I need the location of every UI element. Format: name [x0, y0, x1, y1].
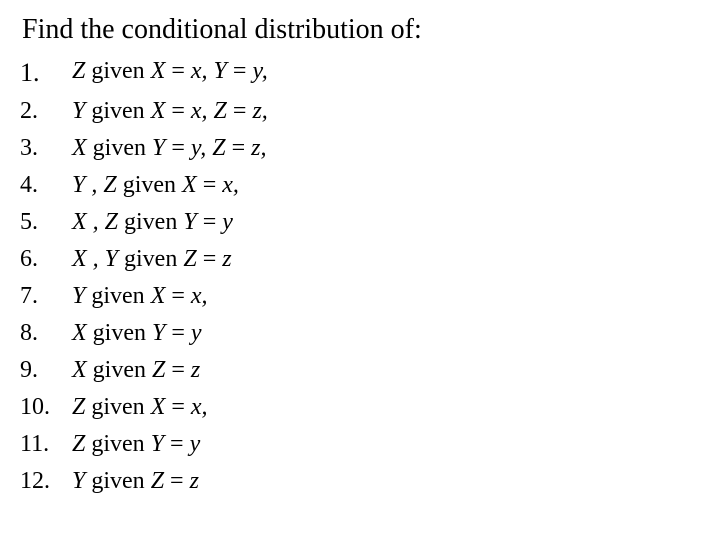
text-fragment: =	[165, 357, 191, 383]
text-fragment: =	[197, 172, 223, 198]
text-fragment: y	[191, 320, 202, 346]
text-fragment: given	[85, 431, 150, 457]
text-fragment: given	[85, 98, 150, 124]
page-heading: Find the conditional distribution of:	[22, 14, 702, 46]
text-fragment: =	[226, 135, 252, 161]
text-fragment: Y	[72, 98, 85, 124]
list-number: 8.	[20, 320, 72, 347]
text-fragment: X	[151, 283, 166, 309]
list-item: Y given Z = z	[72, 468, 702, 495]
list-item: X , Y given Z = z	[72, 246, 702, 273]
list-item: X given Y = y	[72, 320, 702, 347]
list-number: 4.	[20, 172, 72, 199]
text-fragment: =	[165, 135, 191, 161]
text-fragment: Z	[72, 431, 85, 457]
text-fragment: =	[227, 58, 253, 84]
text-fragment: =	[165, 394, 191, 420]
list-item: Z given X = x, Y = y,	[72, 58, 702, 88]
text-fragment: =	[165, 58, 191, 84]
text-fragment: =	[164, 431, 190, 457]
text-fragment: given	[91, 283, 150, 309]
text-fragment: z	[191, 357, 200, 383]
text-fragment: X , Y	[72, 246, 118, 272]
list-number: 7.	[20, 283, 72, 310]
text-fragment: X	[151, 394, 166, 420]
list-item: X given Z = z	[72, 357, 702, 384]
text-fragment: Y	[152, 135, 165, 161]
text-fragment: given	[118, 209, 183, 235]
text-fragment: x, Z	[191, 98, 227, 124]
list-number: 11.	[20, 431, 72, 458]
text-fragment: =	[197, 209, 223, 235]
list-number: 6.	[20, 246, 72, 273]
text-fragment: given	[85, 468, 150, 494]
text-fragment: Z	[151, 468, 164, 494]
text-fragment: =	[197, 246, 223, 272]
text-fragment: X	[72, 357, 87, 383]
text-fragment: x,	[222, 172, 239, 198]
text-fragment: X , Z	[72, 209, 118, 235]
list-item: X given Y = y, Z = z,	[72, 135, 702, 162]
text-fragment: x, Y	[191, 58, 227, 84]
text-fragment: x,	[191, 283, 208, 309]
text-fragment: Z	[72, 58, 85, 84]
text-fragment: z,	[251, 135, 266, 161]
list-item: Z given Y = y	[72, 431, 702, 458]
text-fragment: x,	[191, 394, 208, 420]
text-fragment: given	[87, 357, 152, 383]
text-fragment: z,	[252, 98, 267, 124]
text-fragment: given	[85, 394, 150, 420]
text-fragment: y,	[252, 58, 267, 84]
list-number: 5.	[20, 209, 72, 236]
items-list: 1.Z given X = x, Y = y,2.Y given X = x, …	[20, 58, 702, 495]
text-fragment: Z	[72, 394, 85, 420]
list-number: 12.	[20, 468, 72, 495]
text-fragment: y	[190, 431, 201, 457]
list-item: X , Z given Y = y	[72, 209, 702, 236]
text-fragment: z	[190, 468, 199, 494]
document-page: Find the conditional distribution of: 1.…	[0, 0, 720, 509]
text-fragment: =	[165, 98, 191, 124]
list-number: 1.	[20, 58, 72, 88]
text-fragment: y, Z	[191, 135, 226, 161]
text-fragment: given	[87, 320, 152, 346]
text-fragment: Y	[72, 468, 85, 494]
text-fragment: =	[165, 283, 191, 309]
text-fragment: given	[118, 246, 183, 272]
text-fragment: X	[151, 58, 166, 84]
text-fragment: =	[164, 468, 190, 494]
text-fragment: =	[227, 98, 253, 124]
text-fragment: Y	[72, 283, 91, 309]
list-item: Y given X = x,	[72, 283, 702, 310]
list-number: 3.	[20, 135, 72, 162]
text-fragment: X	[72, 135, 87, 161]
list-number: 2.	[20, 98, 72, 125]
text-fragment: Y	[152, 320, 165, 346]
text-fragment: Z	[152, 357, 165, 383]
text-fragment: given	[117, 172, 182, 198]
text-fragment: X	[182, 172, 197, 198]
list-item: Y , Z given X = x,	[72, 172, 702, 199]
text-fragment: Y	[183, 209, 196, 235]
text-fragment: Y , Z	[72, 172, 117, 198]
text-fragment: =	[165, 320, 191, 346]
text-fragment: X	[72, 320, 87, 346]
text-fragment: given	[87, 135, 152, 161]
list-number: 10.	[20, 394, 72, 421]
list-item: Z given X = x,	[72, 394, 702, 421]
text-fragment: Z	[183, 246, 196, 272]
text-fragment: given	[85, 58, 150, 84]
list-item: Y given X = x, Z = z,	[72, 98, 702, 125]
text-fragment: y	[222, 209, 233, 235]
text-fragment: z	[222, 246, 231, 272]
list-number: 9.	[20, 357, 72, 384]
text-fragment: Y	[151, 431, 164, 457]
text-fragment: X	[151, 98, 166, 124]
